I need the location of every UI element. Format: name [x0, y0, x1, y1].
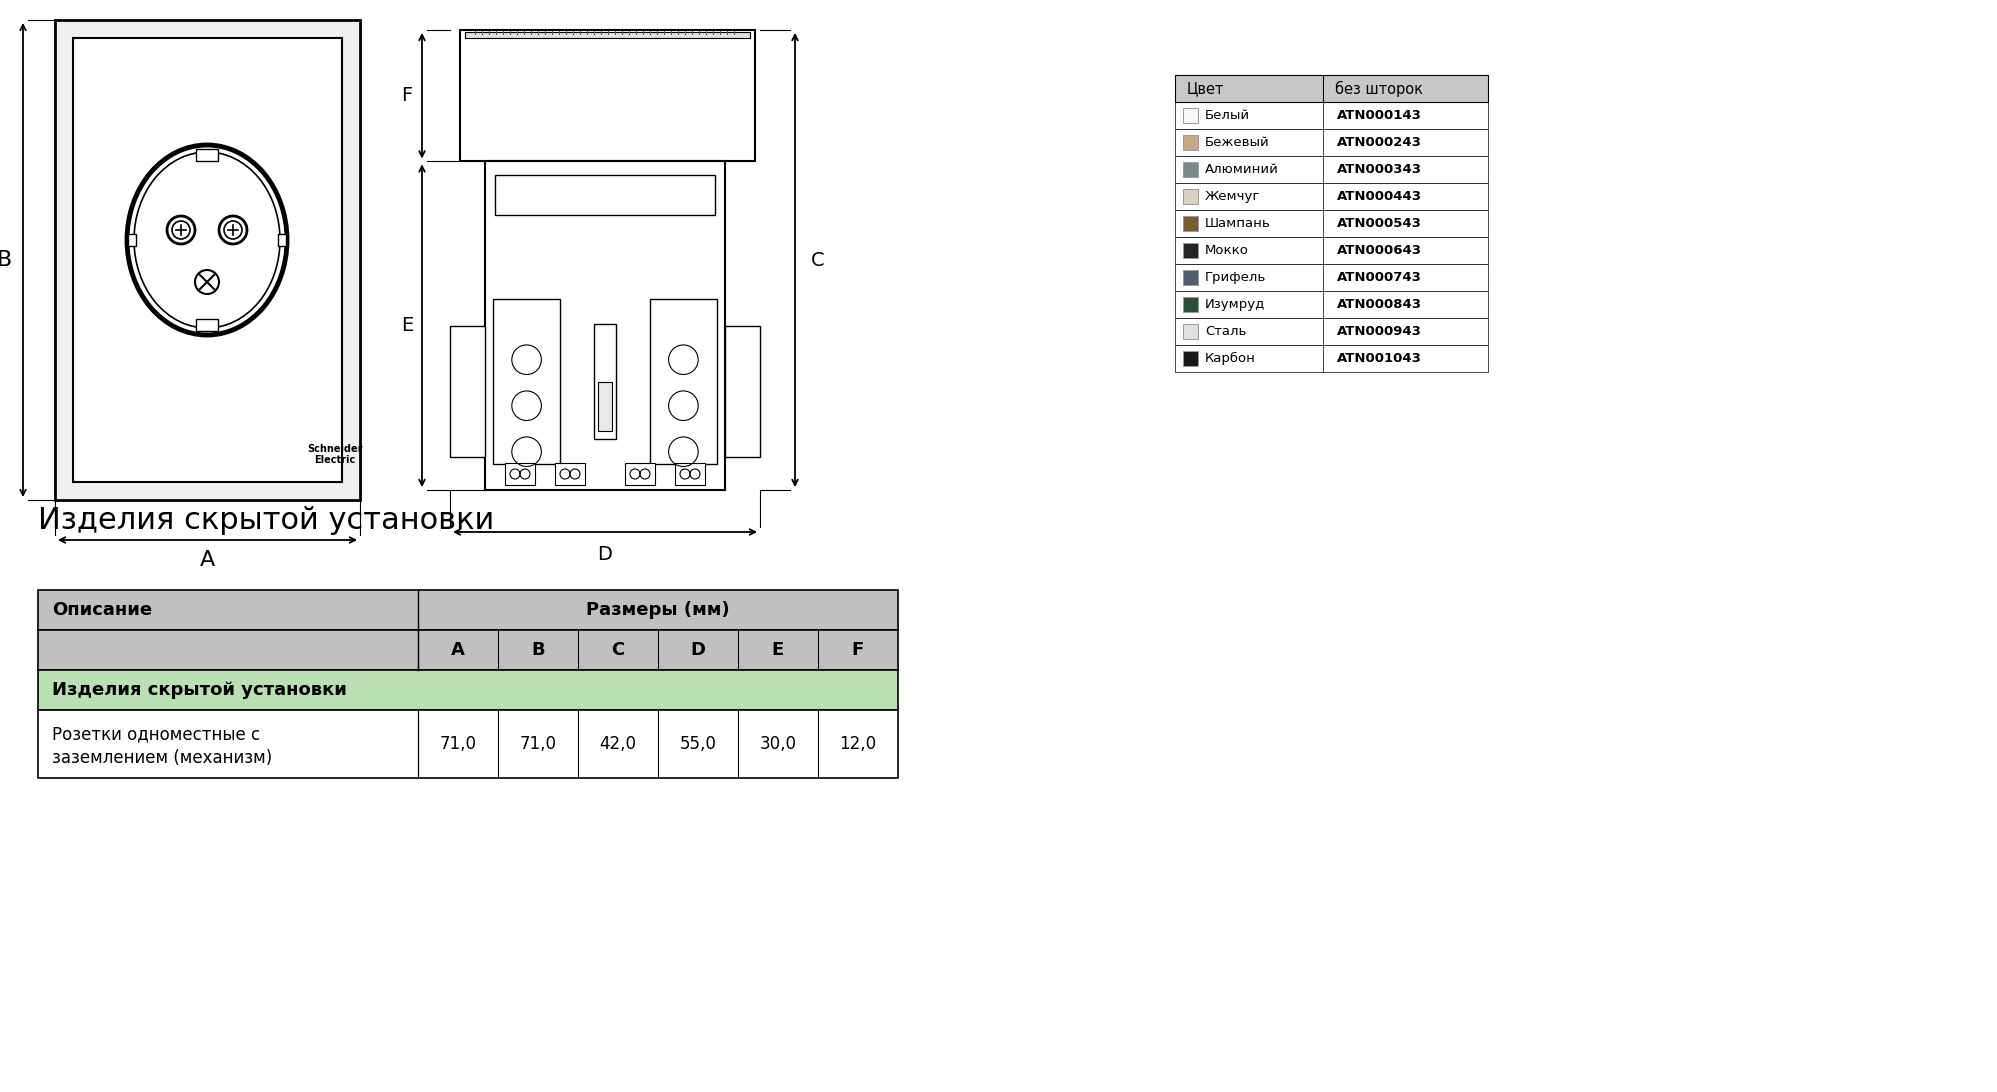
Bar — [1182, 135, 1198, 150]
Text: Изделия скрытой установки: Изделия скрытой установки — [52, 681, 347, 699]
Text: ATN000943: ATN000943 — [1338, 325, 1422, 339]
Bar — [1174, 237, 1488, 264]
Text: 42,0: 42,0 — [599, 735, 637, 753]
Bar — [128, 234, 136, 246]
Text: A: A — [200, 550, 216, 570]
Bar — [1182, 244, 1198, 258]
Bar — [1182, 162, 1198, 177]
Bar — [1174, 318, 1488, 345]
Text: Описание: Описание — [52, 601, 152, 619]
Bar — [1174, 264, 1488, 290]
Text: ATN000143: ATN000143 — [1338, 109, 1422, 122]
Bar — [1174, 129, 1488, 156]
Bar — [1174, 75, 1488, 102]
Bar — [196, 319, 218, 331]
Bar — [1182, 324, 1198, 339]
Bar — [649, 299, 717, 464]
Text: 30,0: 30,0 — [759, 735, 797, 753]
Text: Карбон: Карбон — [1204, 352, 1256, 365]
Bar — [449, 325, 485, 458]
Text: Изделия скрытой установки: Изделия скрытой установки — [38, 506, 493, 535]
Text: ATN000243: ATN000243 — [1338, 136, 1422, 149]
Bar — [1182, 351, 1198, 366]
Text: 12,0: 12,0 — [839, 735, 877, 753]
Bar — [465, 32, 751, 38]
Text: C: C — [611, 641, 625, 658]
Text: Шампань: Шампань — [1204, 217, 1270, 230]
Bar — [495, 175, 715, 215]
Text: Жемчуг: Жемчуг — [1204, 190, 1260, 203]
Text: без шторок: без шторок — [1336, 81, 1424, 96]
Text: A: A — [451, 641, 465, 658]
Bar — [597, 381, 611, 431]
Text: 71,0: 71,0 — [439, 735, 477, 753]
Bar — [1182, 189, 1198, 204]
Bar — [38, 630, 899, 670]
Text: Розетки одноместные с: Розетки одноместные с — [52, 725, 260, 743]
Bar — [278, 234, 286, 246]
Bar — [196, 149, 218, 161]
Text: Schneider
Electric: Schneider Electric — [308, 444, 363, 465]
Bar — [38, 710, 899, 778]
Text: E: E — [401, 317, 413, 335]
Bar — [625, 463, 655, 485]
Bar — [555, 463, 585, 485]
Bar — [493, 299, 561, 464]
Text: Цвет: Цвет — [1186, 81, 1224, 96]
Bar — [485, 162, 725, 490]
Text: B: B — [531, 641, 545, 658]
Text: ATN001043: ATN001043 — [1338, 352, 1422, 365]
Bar — [593, 324, 615, 439]
Text: ATN000343: ATN000343 — [1338, 163, 1422, 176]
Text: Изумруд: Изумруд — [1204, 298, 1266, 311]
Text: Алюминий: Алюминий — [1204, 163, 1278, 176]
Bar — [675, 463, 705, 485]
Bar — [56, 20, 359, 500]
Text: 55,0: 55,0 — [679, 735, 717, 753]
Bar — [74, 38, 341, 482]
Text: F: F — [853, 641, 865, 658]
Bar — [505, 463, 535, 485]
Text: ATN000743: ATN000743 — [1338, 271, 1422, 284]
Bar — [1182, 297, 1198, 312]
Text: E: E — [773, 641, 785, 658]
Bar — [38, 590, 899, 630]
Text: D: D — [691, 641, 705, 658]
Bar — [1174, 345, 1488, 372]
Bar — [1174, 156, 1488, 183]
Text: ATN000643: ATN000643 — [1338, 244, 1422, 257]
Text: B: B — [0, 250, 12, 270]
Bar — [1182, 108, 1198, 123]
Text: 71,0: 71,0 — [519, 735, 557, 753]
Text: Бежевый: Бежевый — [1204, 136, 1270, 149]
Text: заземлением (механизм): заземлением (механизм) — [52, 749, 272, 767]
Text: D: D — [597, 545, 613, 563]
Text: Размеры (мм): Размеры (мм) — [587, 601, 729, 619]
Bar — [1174, 290, 1488, 318]
Bar — [725, 325, 761, 458]
Bar — [38, 670, 899, 710]
Text: ATN000443: ATN000443 — [1338, 190, 1422, 203]
Text: Мокко: Мокко — [1204, 244, 1248, 257]
Bar — [1174, 183, 1488, 210]
Bar — [1174, 102, 1488, 129]
Bar — [1182, 270, 1198, 285]
Text: Белый: Белый — [1204, 109, 1250, 122]
Text: ATN000543: ATN000543 — [1338, 217, 1422, 230]
Text: C: C — [811, 250, 825, 270]
Bar — [1182, 216, 1198, 232]
Text: ATN000843: ATN000843 — [1338, 298, 1422, 311]
Bar — [459, 29, 755, 162]
Text: F: F — [401, 86, 413, 105]
Text: Грифель: Грифель — [1204, 271, 1266, 284]
Text: Сталь: Сталь — [1204, 325, 1246, 339]
Bar — [1174, 210, 1488, 237]
